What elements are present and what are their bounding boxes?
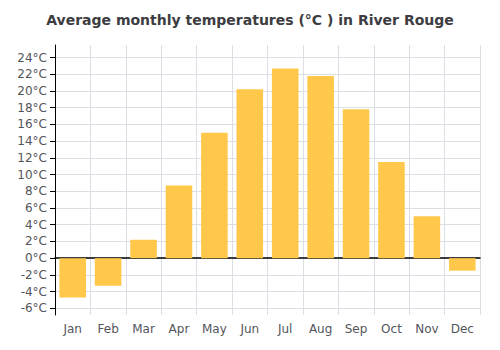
svg-text:Nov: Nov	[415, 322, 438, 336]
svg-text:Dec: Dec	[451, 322, 474, 336]
svg-text:16°C: 16°C	[17, 117, 47, 131]
svg-text:Apr: Apr	[169, 322, 190, 336]
svg-text:Sep: Sep	[345, 322, 368, 336]
svg-text:22°C: 22°C	[17, 67, 47, 81]
svg-text:Mar: Mar	[132, 322, 155, 336]
svg-text:Jul: Jul	[277, 322, 292, 336]
svg-text:12°C: 12°C	[17, 151, 47, 165]
svg-text:-4°C: -4°C	[21, 285, 47, 299]
svg-text:10°C: 10°C	[17, 168, 47, 182]
svg-text:24°C: 24°C	[17, 51, 47, 65]
svg-text:Oct: Oct	[381, 322, 402, 336]
svg-text:Aug: Aug	[309, 322, 332, 336]
svg-text:May: May	[202, 322, 227, 336]
svg-text:18°C: 18°C	[17, 101, 47, 115]
svg-text:0°C: 0°C	[25, 251, 47, 265]
svg-text:2°C: 2°C	[25, 234, 47, 248]
svg-text:-6°C: -6°C	[21, 301, 47, 315]
svg-text:-2°C: -2°C	[21, 268, 47, 282]
svg-text:6°C: 6°C	[25, 201, 47, 215]
svg-text:20°C: 20°C	[17, 84, 47, 98]
svg-text:Average monthly temperatures (: Average monthly temperatures (°C ) in Ri…	[46, 12, 454, 28]
svg-text:14°C: 14°C	[17, 134, 47, 148]
svg-text:4°C: 4°C	[25, 218, 47, 232]
svg-text:Jun: Jun	[239, 322, 259, 336]
svg-text:8°C: 8°C	[25, 184, 47, 198]
svg-text:Jan: Jan	[62, 322, 82, 336]
svg-text:Feb: Feb	[98, 322, 119, 336]
